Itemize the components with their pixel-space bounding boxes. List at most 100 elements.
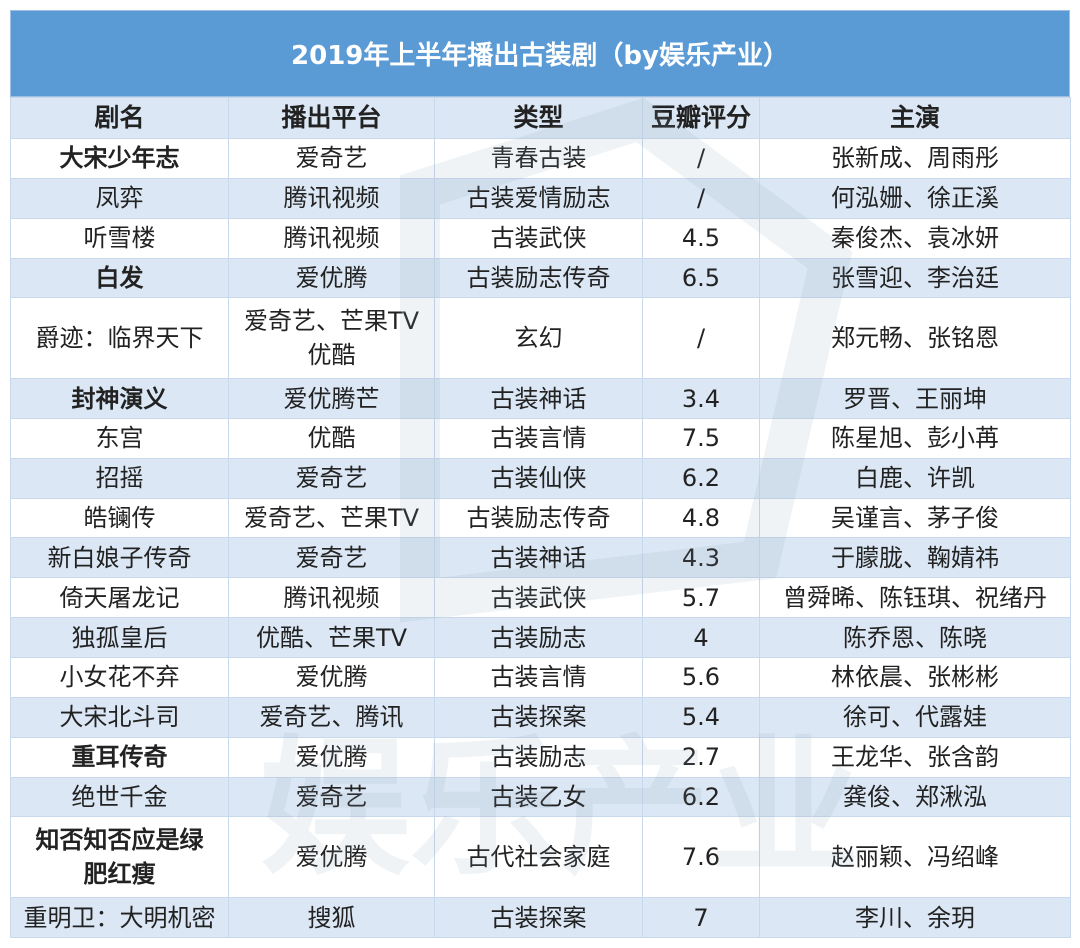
cell-score: 4.3 xyxy=(642,537,760,579)
cell-platform-line: 爱奇艺、芒果TV xyxy=(243,504,420,533)
cell-platform-line: 爱优腾 xyxy=(295,663,368,692)
cell-genre: 古装言情 xyxy=(434,656,643,698)
cell-platform-line: 爱优腾芒 xyxy=(283,384,380,413)
cell-cast: 林依晨、张彬彬 xyxy=(759,656,1071,698)
cell-genre: 古装爱情励志 xyxy=(434,177,643,219)
cell-drama-name-line: 东宫 xyxy=(95,424,144,453)
table-row: 听雪楼 腾讯视频 古装武侠 4.5 秦俊杰、袁冰妍 xyxy=(10,217,1071,259)
table-row: 皓镧传 爱奇艺、芒果TV 古装励志传奇 4.8 吴谨言、茅子俊 xyxy=(10,497,1071,539)
cell-drama-name-line: 新白娘子传奇 xyxy=(47,543,192,572)
col-header-score: 豆瓣评分 xyxy=(642,97,760,139)
cell-genre: 古装神话 xyxy=(434,378,643,419)
cell-score: 7.6 xyxy=(642,816,760,899)
cell-platform: 爱奇艺、芒果TV xyxy=(228,497,435,539)
cell-platform-line: 爱优腾 xyxy=(295,843,368,872)
cell-drama-name: 大宋少年志 xyxy=(10,138,229,179)
cell-cast: 吴谨言、茅子俊 xyxy=(759,497,1071,539)
table-title: 2019年上半年播出古装剧（by娱乐产业） xyxy=(10,10,1070,97)
table-row: 独孤皇后 优酷、芒果TV 古装励志 4 陈乔恩、陈晓 xyxy=(10,617,1071,658)
cell-drama-name: 独孤皇后 xyxy=(10,617,229,658)
cell-cast: 赵丽颖、冯绍峰 xyxy=(759,816,1071,899)
cell-drama-name: 知否知否应是绿 肥红瘦 xyxy=(10,816,229,899)
cell-drama-name: 倚天屠龙记 xyxy=(10,577,229,619)
table-row: 爵迹：临界天下 爱奇艺、芒果TV 优酷 玄幻 / 郑元畅、张铭恩 xyxy=(10,297,1071,380)
cell-drama-name-line: 凤弈 xyxy=(95,184,144,213)
cell-genre: 古装励志传奇 xyxy=(434,257,643,299)
cell-cast: 曾舜晞、陈钰琪、祝绪丹 xyxy=(759,577,1071,619)
cell-platform-line: 爱奇艺 xyxy=(295,782,368,811)
table-row: 大宋少年志 爱奇艺 青春古装 / 张新成、周雨彤 xyxy=(10,138,1071,179)
cell-cast: 王龙华、张含韵 xyxy=(759,736,1071,778)
cell-genre: 古装励志 xyxy=(434,736,643,778)
cell-cast: 张新成、周雨彤 xyxy=(759,138,1071,179)
col-header-cast: 主演 xyxy=(759,97,1071,139)
cell-cast: 何泓姗、徐正溪 xyxy=(759,177,1071,219)
cell-score: 7.5 xyxy=(642,417,760,459)
cell-score: / xyxy=(642,297,760,380)
cell-drama-name: 皓镧传 xyxy=(10,497,229,539)
cell-score: 4.8 xyxy=(642,497,760,539)
cell-genre: 古装励志 xyxy=(434,617,643,658)
cell-platform-line: 爱奇艺、腾讯 xyxy=(259,703,404,732)
cell-cast: 徐可、代露娃 xyxy=(759,696,1071,738)
cell-score: / xyxy=(642,138,760,179)
cell-drama-name-line: 独孤皇后 xyxy=(71,623,168,652)
cell-platform: 搜狐 xyxy=(228,897,435,938)
cell-platform-line: 腾讯视频 xyxy=(283,583,380,612)
table-row: 大宋北斗司 爱奇艺、腾讯 古装探案 5.4 徐可、代露娃 xyxy=(10,696,1071,738)
cell-drama-name-line: 知否知否应是绿 xyxy=(35,826,204,855)
cell-platform-line: 搜狐 xyxy=(307,903,356,932)
cell-platform-line: 优酷、芒果TV xyxy=(255,623,408,652)
cell-score: 5.6 xyxy=(642,656,760,698)
cell-score: 4 xyxy=(642,617,760,658)
cell-genre: 青春古装 xyxy=(434,138,643,179)
col-header-name: 剧名 xyxy=(10,97,229,139)
cell-drama-name: 新白娘子传奇 xyxy=(10,537,229,579)
cell-drama-name-line: 大宋少年志 xyxy=(59,144,180,173)
cell-genre: 古装武侠 xyxy=(434,577,643,619)
cell-score: 7 xyxy=(642,897,760,938)
cell-drama-name-line: 封神演义 xyxy=(71,384,168,413)
cell-score: 4.5 xyxy=(642,217,760,259)
cell-genre: 古装励志传奇 xyxy=(434,497,643,539)
cell-drama-name-line: 皓镧传 xyxy=(83,504,156,533)
table-row: 凤弈 腾讯视频 古装爱情励志 / 何泓姗、徐正溪 xyxy=(10,177,1071,219)
cell-platform: 爱奇艺 xyxy=(228,138,435,179)
cell-score: 5.7 xyxy=(642,577,760,619)
cell-platform-line: 爱优腾 xyxy=(295,743,368,772)
cell-genre: 古装探案 xyxy=(434,696,643,738)
cell-platform: 爱奇艺、芒果TV 优酷 xyxy=(228,297,435,380)
cell-platform-line: 腾讯视频 xyxy=(283,224,380,253)
cell-genre: 玄幻 xyxy=(434,297,643,380)
cell-cast: 罗晋、王丽坤 xyxy=(759,378,1071,419)
cell-cast: 白鹿、许凯 xyxy=(759,457,1071,499)
cell-drama-name-line: 绝世千金 xyxy=(71,782,168,811)
cell-platform-line: 爱优腾 xyxy=(295,263,368,292)
cell-drama-name-line: 小女花不弃 xyxy=(59,663,180,692)
cell-cast: 于朦胧、鞠婧祎 xyxy=(759,537,1071,579)
cell-genre: 古装神话 xyxy=(434,537,643,579)
header-row: 剧名 播出平台 类型 豆瓣评分 主演 xyxy=(10,97,1071,139)
cell-drama-name-line: 倚天屠龙记 xyxy=(59,583,180,612)
table-row: 重明卫：大明机密 搜狐 古装探案 7 李川、余玥 xyxy=(10,897,1071,938)
cell-platform: 爱奇艺、腾讯 xyxy=(228,696,435,738)
cell-platform-line: 爱奇艺 xyxy=(295,464,368,493)
cell-genre: 古装武侠 xyxy=(434,217,643,259)
cell-platform-line: 爱奇艺 xyxy=(295,543,368,572)
cell-platform: 爱奇艺 xyxy=(228,776,435,818)
table-row: 倚天屠龙记 腾讯视频 古装武侠 5.7 曾舜晞、陈钰琪、祝绪丹 xyxy=(10,577,1071,619)
col-header-platform: 播出平台 xyxy=(228,97,435,139)
cell-drama-name-line: 招摇 xyxy=(95,464,144,493)
cell-drama-name-line: 肥红瘦 xyxy=(83,860,156,889)
cell-platform: 爱优腾 xyxy=(228,816,435,899)
cell-drama-name-line: 重明卫：大明机密 xyxy=(23,903,216,932)
table-row: 招摇 爱奇艺 古装仙侠 6.2 白鹿、许凯 xyxy=(10,457,1071,499)
cell-score: 6.2 xyxy=(642,776,760,818)
cell-drama-name-line: 重耳传奇 xyxy=(71,743,168,772)
cell-drama-name: 听雪楼 xyxy=(10,217,229,259)
cell-score: / xyxy=(642,177,760,219)
cell-genre: 古装探案 xyxy=(434,897,643,938)
table-frame: 2019年上半年播出古装剧（by娱乐产业） 剧名 播出平台 类型 豆瓣评分 主演… xyxy=(10,10,1071,938)
cell-cast: 陈乔恩、陈晓 xyxy=(759,617,1071,658)
cell-genre: 古代社会家庭 xyxy=(434,816,643,899)
